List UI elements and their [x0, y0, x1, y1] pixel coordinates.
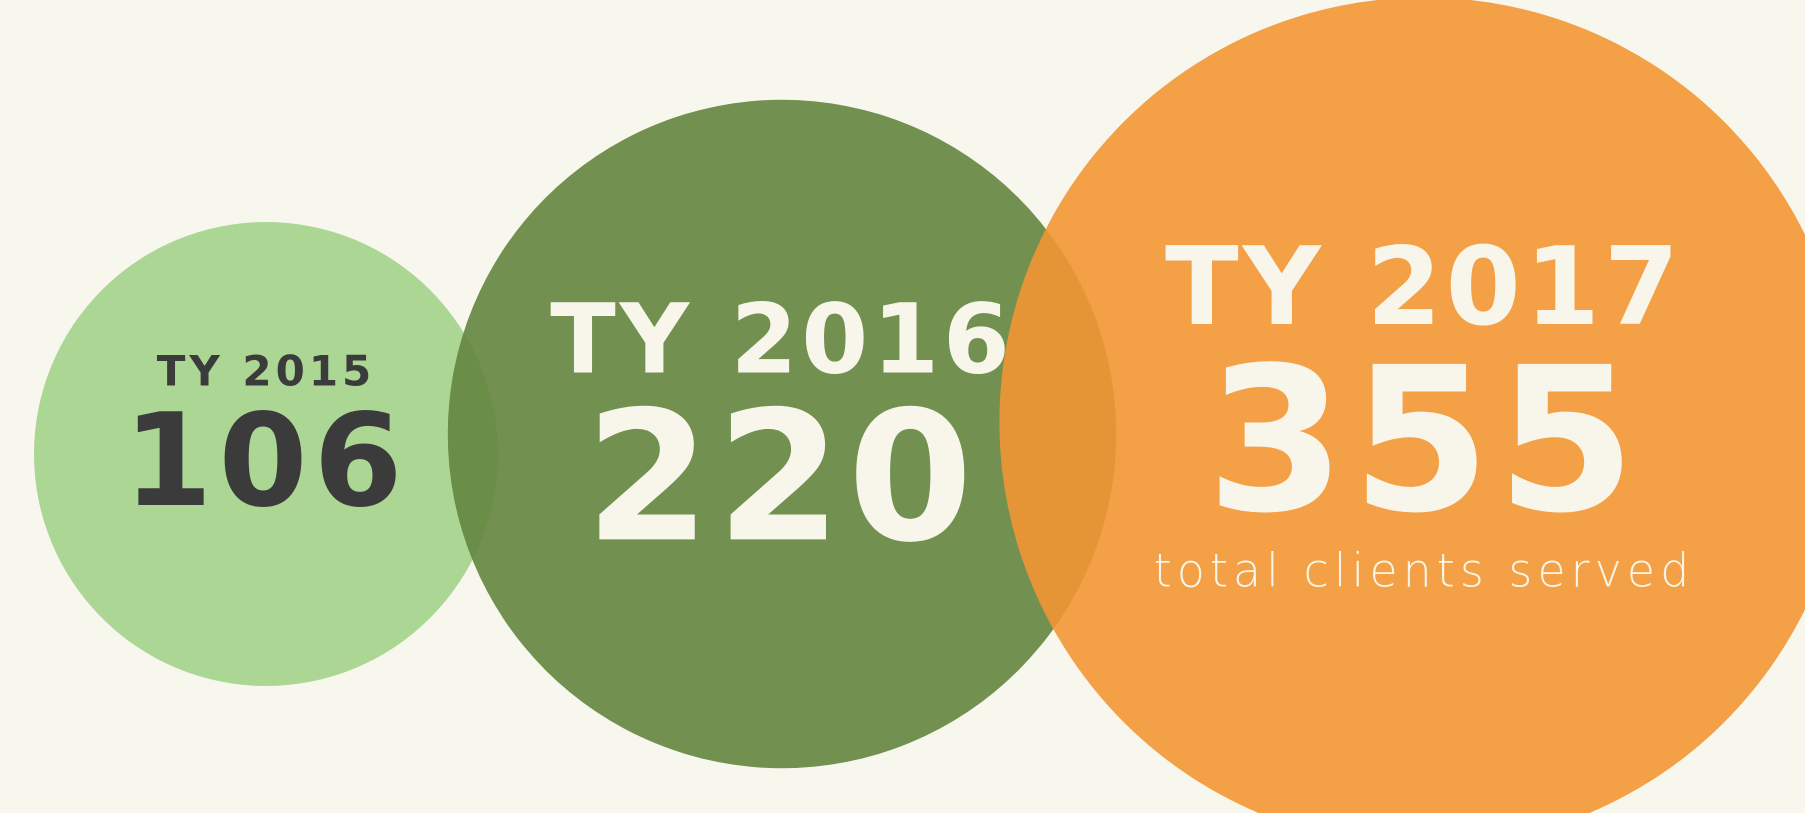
bubble	[34, 222, 498, 686]
bubble-category: TY 2016	[550, 283, 1014, 395]
bubble-value: 355	[1206, 325, 1641, 558]
bubble-value: 106	[123, 387, 408, 536]
bubble-category: TY 2017	[1165, 225, 1683, 350]
bubble-category: TY 2015	[157, 347, 376, 396]
bubble	[447, 99, 1117, 769]
annotation: total clients served	[1154, 544, 1695, 598]
bubble-value: 220	[585, 373, 979, 582]
bubble	[999, 0, 1805, 813]
